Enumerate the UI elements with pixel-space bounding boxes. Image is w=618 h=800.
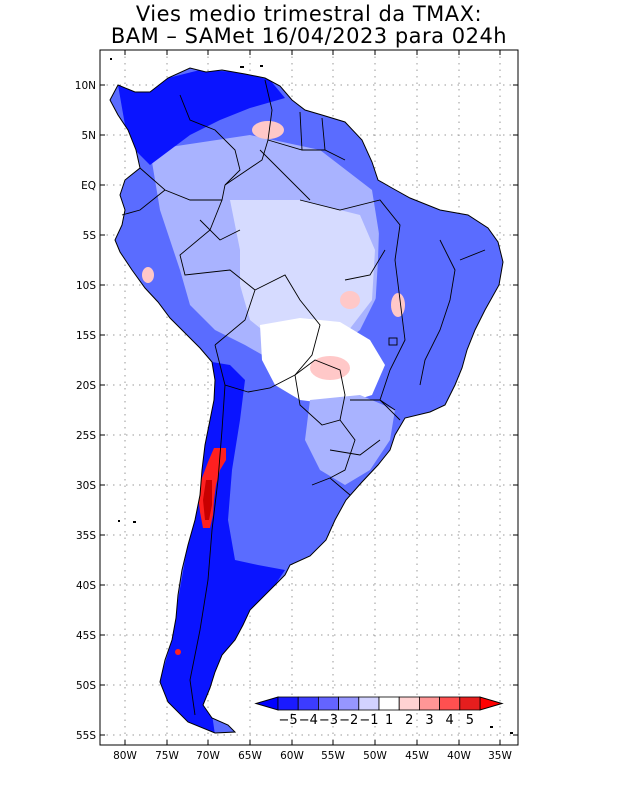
bias-patch-cerrado-pink [391,293,405,317]
colorbar-swatch [277,696,299,711]
lat-tick-label: 45S [76,630,96,642]
lon-tick-label: 55W [321,750,345,762]
lon-tick-label: 60W [280,750,304,762]
border-brazil-states-6 [259,149,311,201]
lat-tick-label: 20S [76,380,96,392]
lon-tick-label: 80W [113,750,137,762]
country-borders [121,79,486,716]
bias-zone-northeast-mid [375,200,495,405]
bias-patch-peru-pink [142,267,154,283]
chart-title-line2: BAM – SAMet 16/04/2023 para 024h [110,24,508,48]
colorbar-swatch [317,696,339,711]
lat-tick-label: 10S [76,280,96,292]
colorbar-label: −1 [359,713,378,728]
lon-tick-label: 45W [405,750,429,762]
lon-tick-label: 65W [238,750,262,762]
border-argentina-brazil [329,419,356,479]
lon-tick-label: 75W [155,750,179,762]
border-brazil-states-2 [379,259,406,411]
border-brazil-states-5 [350,399,401,421]
bias-patch-chaco-pink [310,356,350,380]
bias-zone-south-light [305,395,395,485]
bias-patch-patagonia-red [175,649,181,655]
border-brazil-states-7 [459,249,486,261]
lat-tick-label: 30S [76,480,96,492]
colorbar-label: −2 [339,713,358,728]
colorbar-label: 5 [466,713,474,728]
colorbar-swatch [459,696,481,711]
colorbar-swatch [418,696,440,711]
lat-tick-label: 55S [76,730,96,742]
lat-tick-label: 5N [81,130,96,142]
colorbar-swatch [378,696,400,711]
border-guyana-suriname [299,111,303,151]
border-ecuador-peru [121,189,166,216]
bias-zone-andes-deep [160,360,285,733]
border-paraguay [294,359,346,426]
border-suriname-guiana [321,117,326,151]
lat-tick-label: EQ [81,180,96,192]
border-brazil-north [224,139,346,186]
bias-zone-north-deep [118,70,285,165]
colorbar-swatch [338,696,360,711]
colorbar-swatch [297,696,319,711]
border-venezuela-guyana [264,79,273,141]
chart-title-line1: Vies medio trimestral da TMAX: [135,2,483,26]
border-brazil-states-4 [344,249,386,281]
lon-tick-label: 70W [196,750,220,762]
border-peru-brazil [179,199,256,291]
colorbar-swatch [358,696,380,711]
bias-patch-atacama-darkred [203,480,212,520]
bias-zone-central-pale [230,200,375,345]
colorbar-label: −4 [299,713,318,728]
lon-tick-label: 50W [363,750,387,762]
colorbar-label: 1 [385,713,393,728]
bias-patch-guiana-pink [252,121,284,139]
lat-tick-label: 15S [76,330,96,342]
colorbar-label: 4 [446,713,454,728]
border-brazil-states-3 [419,239,456,386]
border-chile-argentina [189,384,226,716]
islands [110,58,513,734]
border-brazil-states-8 [329,439,381,456]
lat-tick-label: 5S [83,230,97,242]
lat-tick-label: 35S [76,530,96,542]
colorbar: −5 −4 −3 −2 −1 1 2 3 4 5 [254,696,504,728]
axes: 10N 5N EQ 5S 10S 15S 20S 25S 30S 35S 40S 45S 50S 55S 8… [75,50,518,762]
colorbar-swatch [398,696,420,711]
coastline [109,67,504,734]
colorbar-label: 2 [405,713,413,728]
colorbar-swatch [439,696,461,711]
border-federal-district [388,337,398,346]
border-brazil-states-1 [299,199,401,261]
colorbar-label: 3 [425,713,433,728]
border-bolivia-brazil [254,274,321,376]
colorbar-label: −5 [279,713,298,728]
lon-tick-label: 40W [447,750,471,762]
lat-tick-label: 25S [76,430,96,442]
border-bolivia-argentina [247,374,296,393]
bias-patch-bolivia-pink [340,291,360,309]
border-colombia-peru [139,167,226,201]
border-peru-bolivia [214,289,256,346]
border-colombia-venezuela [179,94,241,186]
lat-tick-label: 50S [76,680,96,692]
border-brazil-states-9 [199,219,241,241]
colorbar-label: −3 [319,713,338,728]
lat-tick-label: 10N [75,80,96,92]
lat-tick-label: 40S [76,580,96,592]
lon-tick-label: 35W [488,750,512,762]
